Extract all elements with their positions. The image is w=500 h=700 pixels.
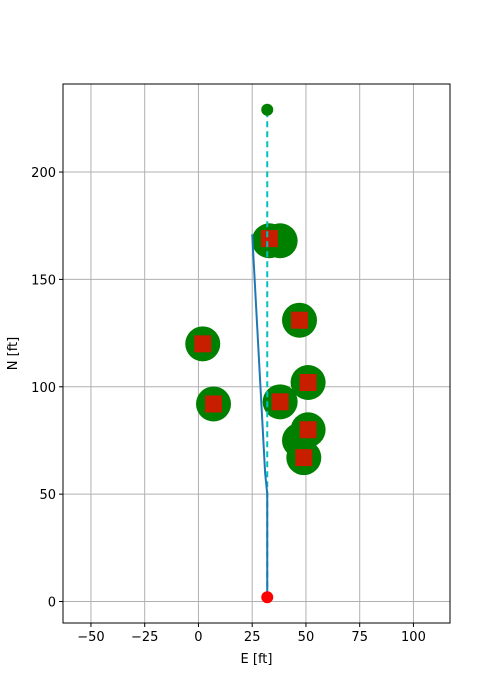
- obstacle-marker: [260, 230, 278, 248]
- obstacle-marker: [205, 395, 222, 413]
- x-tick-label: 50: [298, 630, 315, 645]
- actual-path-line: [251, 234, 269, 598]
- plot-frame: [62, 83, 451, 624]
- x-tick-label: −25: [131, 630, 158, 645]
- x-tick-label: 100: [401, 630, 426, 645]
- plot-data: [185, 103, 326, 604]
- y-tick-label: 200: [31, 166, 56, 181]
- y-tick-label: 150: [31, 273, 56, 288]
- obstacle-marker: [295, 449, 313, 467]
- x-tick-label: −50: [77, 630, 104, 645]
- y-tick-label: 100: [31, 381, 56, 396]
- x-axis-label: E [ft]: [241, 652, 273, 667]
- x-tick-label: 75: [351, 630, 368, 645]
- obstacle-marker: [194, 335, 212, 353]
- obstacle-marker: [291, 311, 308, 329]
- axis-ticks: −50 −25 0 25 50 75 100 0 50 100 150 200: [31, 166, 426, 645]
- grid-lines: [63, 84, 450, 623]
- y-axis-label: N [ft]: [6, 337, 21, 370]
- x-tick-label: 25: [244, 630, 261, 645]
- y-tick-label: 50: [39, 488, 56, 503]
- start-point: [261, 591, 274, 604]
- y-tick-label: 0: [48, 596, 56, 611]
- obstacle-marker: [271, 393, 289, 411]
- obstacle-marker: [299, 421, 317, 439]
- obstacle-marker: [299, 373, 317, 391]
- x-tick-label: 0: [194, 630, 202, 645]
- goal-point: [261, 103, 274, 116]
